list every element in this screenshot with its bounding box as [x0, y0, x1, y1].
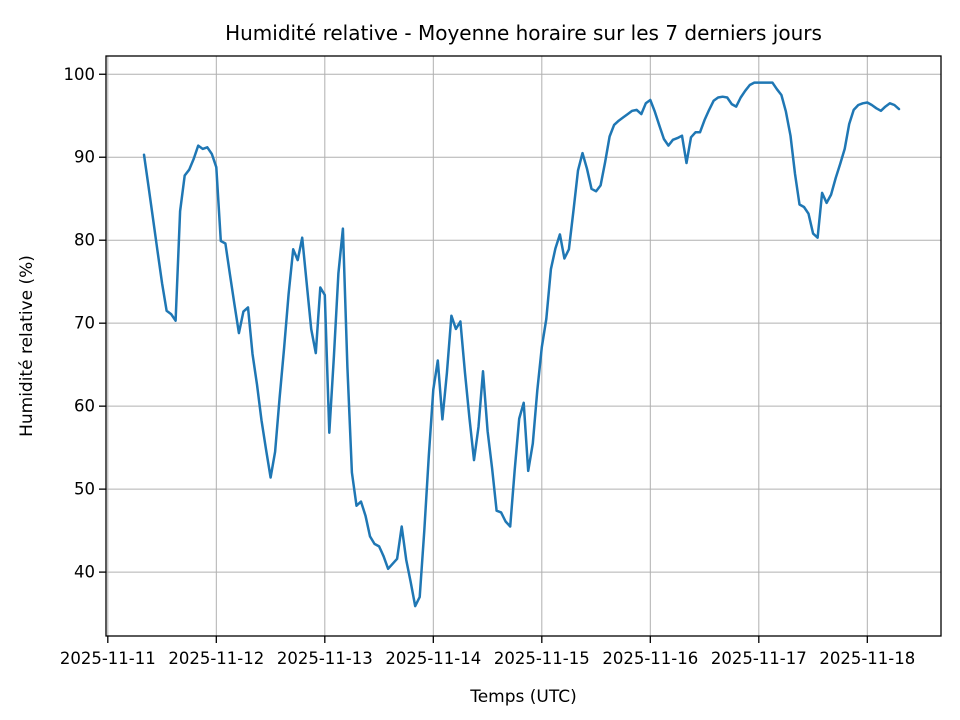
y-tick-label: 100 [64, 65, 96, 84]
y-tick-label: 80 [74, 231, 95, 250]
y-axis-label: Humidité relative (%) [17, 255, 37, 437]
x-tick-label: 2025-11-14 [385, 649, 481, 668]
y-tick-label: 70 [74, 314, 95, 333]
y-tick-label: 90 [74, 148, 95, 167]
plot-frame [105, 55, 942, 637]
y-tick-label: 40 [74, 563, 95, 582]
x-tick-label: 2025-11-12 [168, 649, 264, 668]
x-tick-label: 2025-11-13 [277, 649, 373, 668]
x-tick-label: 2025-11-18 [819, 649, 915, 668]
axis-tick-labels: 40 50 60 70 80 90 100 2025-11-11 2025-11-12 2025-… [60, 65, 915, 668]
x-tick-label: 2025-11-16 [602, 649, 698, 668]
x-axis-label: Temps (UTC) [469, 687, 577, 707]
x-tick-label: 2025-11-17 [711, 649, 807, 668]
chart-title: Humidité relative - Moyenne horaire sur … [225, 21, 822, 45]
gridlines [106, 56, 941, 636]
x-tick-label: 2025-11-15 [494, 649, 590, 668]
humidity-series-line [142, 81, 901, 608]
axis-ticks [99, 73, 868, 643]
y-tick-label: 60 [74, 397, 95, 416]
x-tick-label: 2025-11-11 [60, 649, 156, 668]
y-tick-label: 50 [74, 480, 95, 499]
